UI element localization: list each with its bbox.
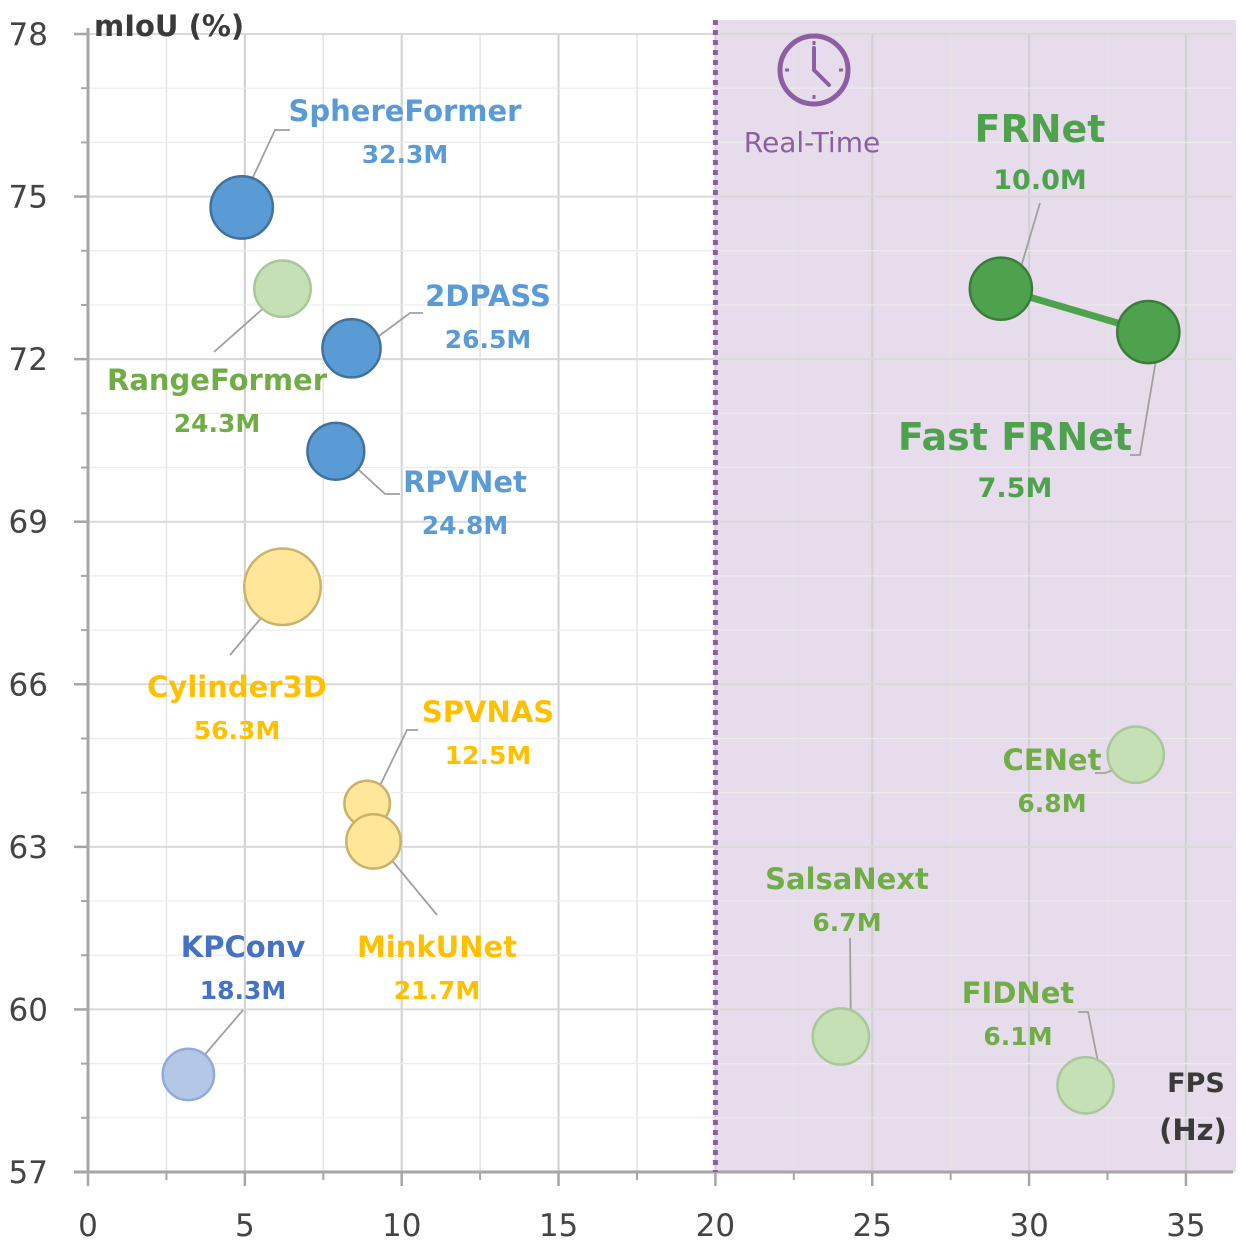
realtime-region xyxy=(715,20,1236,1172)
x-tick-label: 5 xyxy=(235,1208,255,1244)
point-kpconv xyxy=(161,1047,216,1102)
x-tick-label: 30 xyxy=(1009,1208,1048,1244)
label-name-fast-frnet: Fast FRNet xyxy=(898,415,1132,459)
leader-spvnas xyxy=(371,729,418,803)
clock-hand-hour xyxy=(812,68,831,87)
point-2dpass xyxy=(321,317,382,379)
x-tick-label: 35 xyxy=(1166,1208,1205,1244)
label-params-cenet: 6.8M xyxy=(1017,789,1086,818)
point-rangeformer xyxy=(253,259,312,319)
y-tick-label: 63 xyxy=(9,830,48,866)
label-params-spvnas: 12.5M xyxy=(445,741,532,770)
label-name-salsanext: SalsaNext xyxy=(765,862,929,896)
clock-icon xyxy=(777,33,851,107)
label-params-cylinder3d: 56.3M xyxy=(194,716,281,745)
label-name-kpconv: KPConv xyxy=(181,930,306,964)
realtime-shade xyxy=(715,20,1236,1172)
y-tick-label: 75 xyxy=(9,180,48,216)
axes: 57 60 63 66 69 72 75 78 0 5 10 15 20 25 30 35 mIoU (%) FP… xyxy=(9,9,1233,1244)
x-axis-title: FPS xyxy=(1167,1068,1225,1099)
y-tick-label: 66 xyxy=(9,667,48,703)
point-sphereformer xyxy=(209,174,275,240)
realtime-marker: Real-Time xyxy=(712,20,880,1172)
label-name-minkunet: MinkUNet xyxy=(357,930,517,964)
label-params-rpvnet: 24.8M xyxy=(422,511,509,540)
x-axis-unit: (Hz) xyxy=(1159,1113,1227,1147)
label-name-fidnet: FIDNet xyxy=(962,976,1075,1010)
point-cylinder3d xyxy=(242,547,323,627)
y-tick-label: 69 xyxy=(9,505,48,541)
point-fast-frnet xyxy=(1115,299,1181,365)
label-name-rpvnet: RPVNet xyxy=(403,465,527,499)
x-tick-label: 25 xyxy=(853,1208,892,1244)
point-minkunet xyxy=(345,813,402,870)
x-tick-label: 10 xyxy=(382,1208,421,1244)
label-params-sphereformer: 32.3M xyxy=(362,140,449,169)
label-name-2dpass: 2DPASS xyxy=(425,279,551,313)
label-params-frnet: 10.0M xyxy=(993,165,1087,196)
x-tick-label: 15 xyxy=(539,1208,578,1244)
label-params-salsanext: 6.7M xyxy=(812,908,881,937)
label-params-rangeformer: 24.3M xyxy=(174,409,261,438)
point-salsanext xyxy=(811,1007,871,1066)
y-tick-label: 78 xyxy=(9,17,48,53)
y-tick-label: 60 xyxy=(9,992,48,1028)
point-fidnet xyxy=(1056,1055,1115,1115)
label-name-cylinder3d: Cylinder3D xyxy=(147,670,327,704)
label-name-frnet: FRNet xyxy=(975,107,1106,151)
label-name-rangeformer: RangeFormer xyxy=(107,363,328,397)
x-tick-label: 20 xyxy=(696,1208,735,1244)
label-params-fidnet: 6.1M xyxy=(983,1022,1052,1051)
label-name-spvnas: SPVNAS xyxy=(422,695,554,729)
label-name-sphereformer: SphereFormer xyxy=(289,94,523,128)
data-points xyxy=(161,174,1181,1115)
point-frnet xyxy=(968,256,1034,322)
label-params-fast-frnet: 7.5M xyxy=(978,473,1053,504)
leader-rpvnet xyxy=(347,459,400,495)
label-name-cenet: CENet xyxy=(1003,743,1102,777)
grid xyxy=(88,33,1233,1172)
label-params-minkunet: 21.7M xyxy=(394,976,481,1005)
realtime-label: Real-Time xyxy=(744,126,880,159)
y-tick-label: 72 xyxy=(9,342,48,378)
label-params-kpconv: 18.3M xyxy=(200,976,287,1005)
leader-fast-frnet xyxy=(1130,335,1161,456)
y-axis-title: mIoU (%) xyxy=(94,9,244,43)
x-tick-label: 0 xyxy=(78,1208,98,1244)
point-rpvnet xyxy=(306,421,366,481)
y-tick-label: 57 xyxy=(9,1155,48,1191)
point-labels: SphereFormer 32.3M RangeFormer 24.3M 2DPASS 2… xyxy=(107,94,1132,1051)
point-cenet xyxy=(1106,725,1166,785)
label-params-2dpass: 26.5M xyxy=(445,325,532,354)
